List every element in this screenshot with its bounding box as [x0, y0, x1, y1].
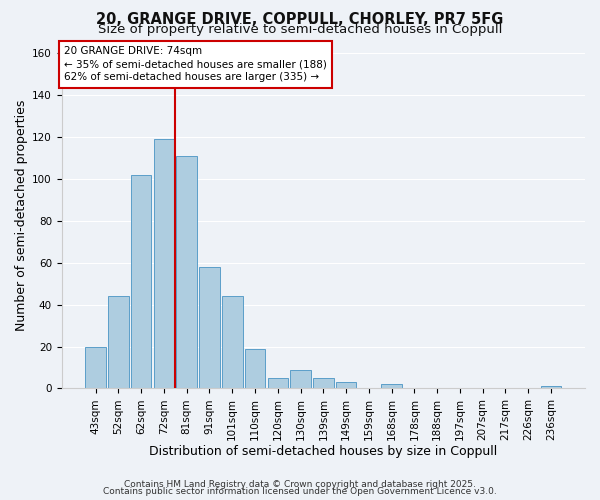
Text: Size of property relative to semi-detached houses in Coppull: Size of property relative to semi-detach… — [98, 22, 502, 36]
Bar — [199, 267, 220, 388]
Bar — [176, 156, 197, 388]
Y-axis label: Number of semi-detached properties: Number of semi-detached properties — [15, 100, 28, 331]
Bar — [222, 296, 242, 388]
Text: 20, GRANGE DRIVE, COPPULL, CHORLEY, PR7 5FG: 20, GRANGE DRIVE, COPPULL, CHORLEY, PR7 … — [97, 12, 503, 28]
Bar — [541, 386, 561, 388]
Bar — [85, 346, 106, 389]
Text: Contains public sector information licensed under the Open Government Licence v3: Contains public sector information licen… — [103, 487, 497, 496]
Bar — [290, 370, 311, 388]
Text: Contains HM Land Registry data © Crown copyright and database right 2025.: Contains HM Land Registry data © Crown c… — [124, 480, 476, 489]
X-axis label: Distribution of semi-detached houses by size in Coppull: Distribution of semi-detached houses by … — [149, 444, 497, 458]
Bar — [245, 348, 265, 389]
Bar — [131, 174, 151, 388]
Bar — [268, 378, 288, 388]
Bar — [336, 382, 356, 388]
Bar — [382, 384, 402, 388]
Bar — [313, 378, 334, 388]
Text: 20 GRANGE DRIVE: 74sqm
← 35% of semi-detached houses are smaller (188)
62% of se: 20 GRANGE DRIVE: 74sqm ← 35% of semi-det… — [64, 46, 327, 82]
Bar — [154, 139, 174, 388]
Bar — [108, 296, 128, 388]
